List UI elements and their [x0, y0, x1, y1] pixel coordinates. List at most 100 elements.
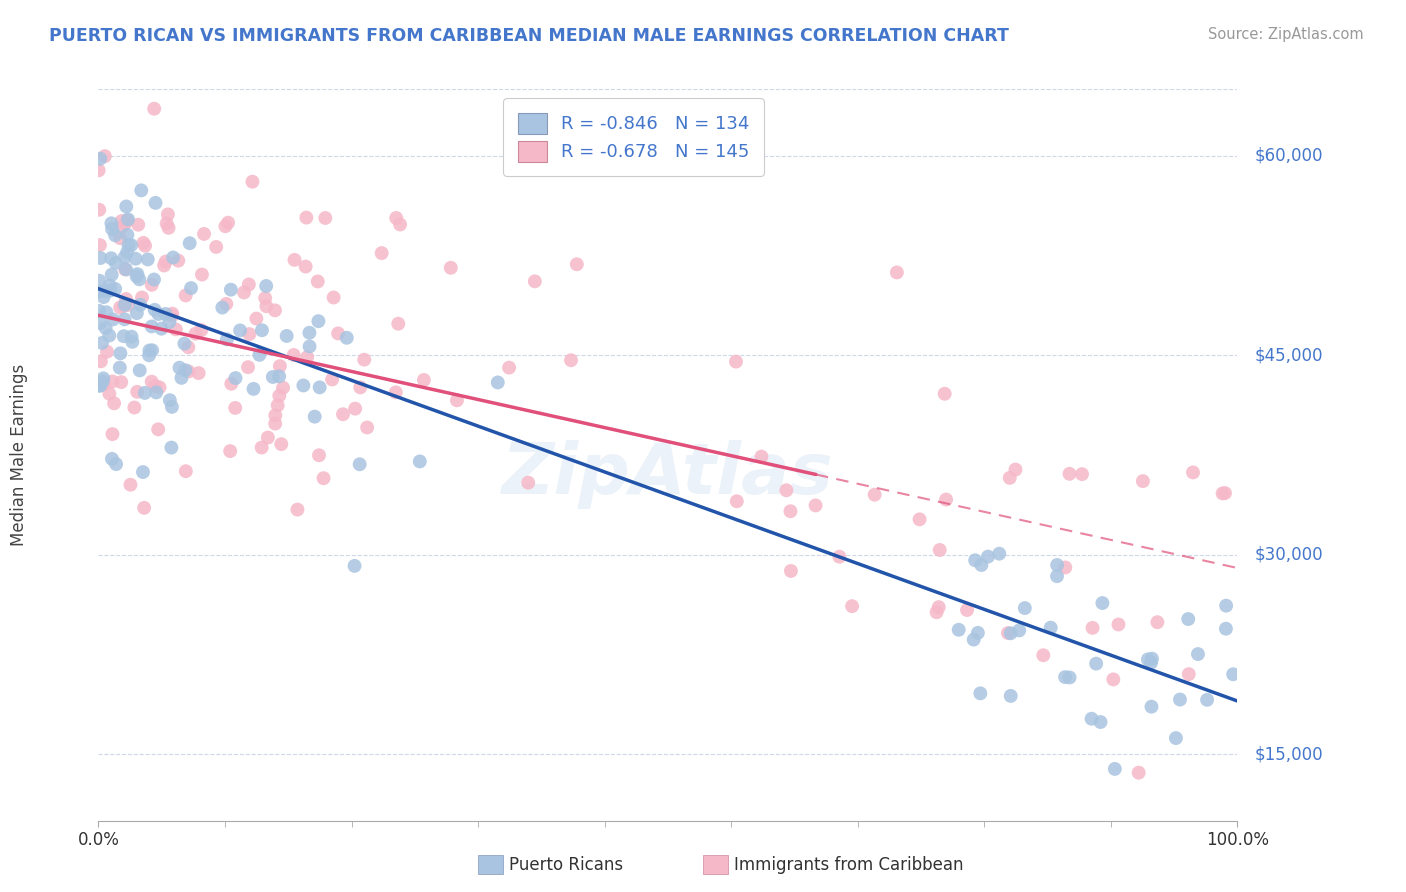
Point: [257, 430, 280, 444]
Point: [498, 360, 520, 375]
Point: [1054, 670, 1077, 684]
Point: [100, 252, 122, 266]
Point: [724, 354, 747, 368]
Point: [138, 348, 160, 362]
Point: [148, 380, 170, 394]
Point: [136, 252, 159, 267]
Point: [1081, 621, 1104, 635]
Point: [117, 298, 139, 312]
Point: [124, 252, 146, 266]
Point: [725, 494, 748, 508]
Point: [308, 380, 330, 394]
Point: [312, 471, 335, 485]
Point: [238, 277, 260, 292]
Point: [283, 348, 305, 362]
Point: [101, 312, 124, 326]
Point: [91, 335, 114, 350]
Point: [101, 375, 124, 389]
Point: [1132, 474, 1154, 488]
Point: [1178, 667, 1201, 681]
Point: [214, 219, 236, 234]
Point: [828, 549, 851, 564]
Point: [249, 348, 271, 362]
Point: [104, 256, 127, 270]
Point: [314, 211, 336, 225]
Point: [98, 386, 121, 401]
Point: [98, 328, 121, 343]
Point: [1136, 652, 1159, 666]
Point: [115, 262, 138, 277]
Point: [385, 385, 408, 400]
Text: $60,000: $60,000: [1254, 146, 1323, 165]
Point: [217, 216, 239, 230]
Point: [184, 326, 207, 341]
Point: [155, 254, 177, 268]
Point: [98, 278, 121, 293]
Point: [308, 448, 330, 462]
Point: [1215, 622, 1237, 636]
Point: [131, 291, 153, 305]
Point: [486, 376, 509, 390]
Point: [157, 315, 180, 329]
Point: [269, 359, 291, 373]
Point: [170, 371, 193, 385]
Point: [89, 238, 111, 252]
Point: [132, 465, 155, 479]
Point: [1032, 648, 1054, 663]
Point: [934, 386, 956, 401]
Point: [108, 231, 131, 245]
Point: [179, 236, 201, 251]
Point: [101, 427, 124, 442]
Point: [153, 259, 176, 273]
Point: [180, 281, 202, 295]
Point: [1085, 657, 1108, 671]
Text: Source: ZipAtlas.com: Source: ZipAtlas.com: [1208, 27, 1364, 42]
Point: [254, 291, 277, 305]
Point: [104, 282, 127, 296]
Point: [174, 288, 197, 302]
Point: [101, 222, 124, 236]
Point: [148, 307, 170, 321]
Point: [935, 492, 957, 507]
Point: [1104, 762, 1126, 776]
Point: [89, 303, 111, 318]
Point: [143, 379, 166, 393]
Point: [1140, 699, 1163, 714]
Point: [304, 409, 326, 424]
Point: [190, 323, 212, 337]
Point: [114, 250, 136, 264]
Point: [89, 251, 111, 265]
Point: [1046, 569, 1069, 583]
Point: [276, 329, 298, 343]
Point: [94, 284, 117, 298]
Point: [1000, 689, 1022, 703]
Point: [948, 623, 970, 637]
Point: [440, 260, 463, 275]
Point: [148, 422, 170, 436]
Point: [307, 314, 329, 328]
Point: [155, 307, 177, 321]
Point: [115, 199, 138, 213]
Point: [141, 277, 163, 292]
Point: [87, 285, 110, 299]
Point: [298, 339, 321, 353]
Point: [134, 239, 156, 253]
Point: [1140, 656, 1163, 670]
Point: [236, 360, 259, 375]
Point: [307, 275, 329, 289]
Point: [1128, 765, 1150, 780]
Point: [1187, 647, 1209, 661]
Point: [94, 149, 117, 163]
Point: [94, 321, 117, 335]
Point: [112, 329, 135, 343]
Point: [1000, 626, 1022, 640]
Point: [385, 211, 408, 225]
Point: [125, 269, 148, 284]
Text: $15,000: $15,000: [1254, 745, 1323, 764]
Point: [998, 471, 1021, 485]
Legend: R = -0.846   N = 134, R = -0.678   N = 145: R = -0.846 N = 134, R = -0.678 N = 145: [503, 98, 763, 176]
Point: [1164, 731, 1187, 745]
Point: [250, 323, 273, 337]
Point: [89, 316, 111, 330]
Point: [269, 389, 291, 403]
